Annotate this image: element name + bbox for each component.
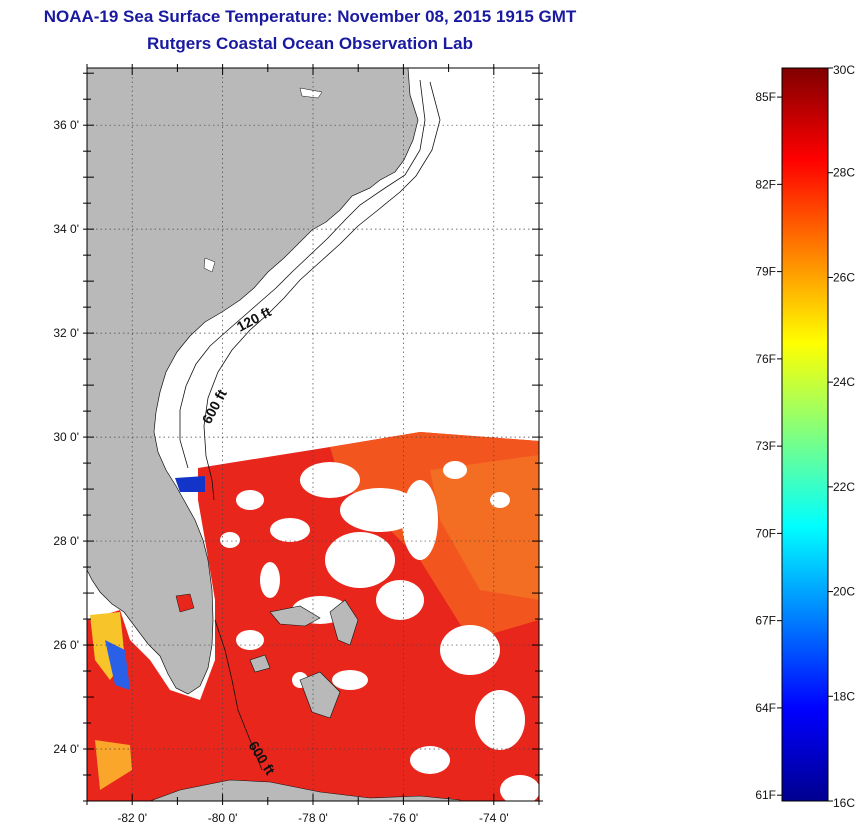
colorbar-fahrenheit-label: 64F	[755, 701, 776, 715]
latitude-labels: 36 0' 34 0' 32 0' 30 0' 28 0' 26 0' 24 0'	[53, 118, 79, 756]
longitude-label: -78 0'	[298, 811, 328, 825]
colorbar-fahrenheit-label: 79F	[755, 265, 776, 279]
frame-ticks	[83, 64, 543, 805]
colorbar-celsius-label: 28C	[833, 166, 855, 180]
longitude-label: -80 0'	[208, 811, 238, 825]
colorbar-celsius-label: 24C	[833, 375, 855, 389]
colorbar-fahrenheit-label: 85F	[755, 90, 776, 104]
latitude-label: 36 0'	[53, 118, 79, 132]
latitude-label: 34 0'	[53, 222, 79, 236]
longitude-label: -76 0'	[389, 811, 419, 825]
sst-orange-east	[430, 455, 539, 600]
colorbar-fahrenheit-label: 61F	[755, 788, 776, 802]
colorbar-fahrenheit-label: 67F	[755, 614, 776, 628]
land-mainland	[87, 68, 419, 695]
colorbar-fahrenheit-label: 73F	[755, 439, 776, 453]
sst-cold-patch-gulf	[105, 640, 130, 690]
graticule	[87, 68, 539, 801]
colorbar-celsius-label: 16C	[833, 796, 855, 810]
longitude-label: -74 0'	[479, 811, 509, 825]
cloud-mask	[220, 461, 539, 801]
colorbar-fahrenheit-labels: 85F 82F 79F 76F 73F 70F 67F 64F 61F	[755, 90, 782, 802]
map-subtitle: Rutgers Coastal Ocean Observation Lab	[147, 34, 473, 53]
latitude-label: 32 0'	[53, 326, 79, 340]
sst-cold-patch-north	[175, 476, 205, 492]
colorbar-celsius-label: 26C	[833, 270, 855, 284]
colorbar-celsius-label: 18C	[833, 689, 855, 703]
colorbar-celsius-label: 20C	[833, 585, 855, 599]
colorbar-gradient	[781, 67, 829, 802]
longitude-labels: -82 0' -80 0' -78 0' -76 0' -74 0'	[117, 811, 508, 825]
colorbar-fahrenheit-label: 76F	[755, 352, 776, 366]
colorbar-celsius-label: 22C	[833, 480, 855, 494]
map-title: NOAA-19 Sea Surface Temperature: Novembe…	[43, 7, 577, 26]
colorbar-celsius-label: 30C	[833, 63, 855, 77]
latitude-label: 26 0'	[53, 638, 79, 652]
colorbar-fahrenheit-label: 82F	[755, 177, 776, 191]
latitude-label: 30 0'	[53, 430, 79, 444]
colorbar: 85F 82F 79F 76F 73F 70F 67F 64F 61F 30C 28C 26C 24C…	[755, 63, 855, 810]
sst-cool-patch-southwest	[95, 740, 132, 790]
latitude-label: 24 0'	[53, 742, 79, 756]
map-area	[87, 68, 539, 801]
latitude-label: 28 0'	[53, 534, 79, 548]
longitude-label: -82 0'	[117, 811, 147, 825]
colorbar-celsius-labels: 30C 28C 26C 24C 22C 20C 18C 16C	[828, 63, 855, 810]
land-bahamas	[249, 599, 359, 719]
inland-lakes	[175, 87, 323, 613]
colorbar-fahrenheit-label: 70F	[755, 526, 776, 540]
